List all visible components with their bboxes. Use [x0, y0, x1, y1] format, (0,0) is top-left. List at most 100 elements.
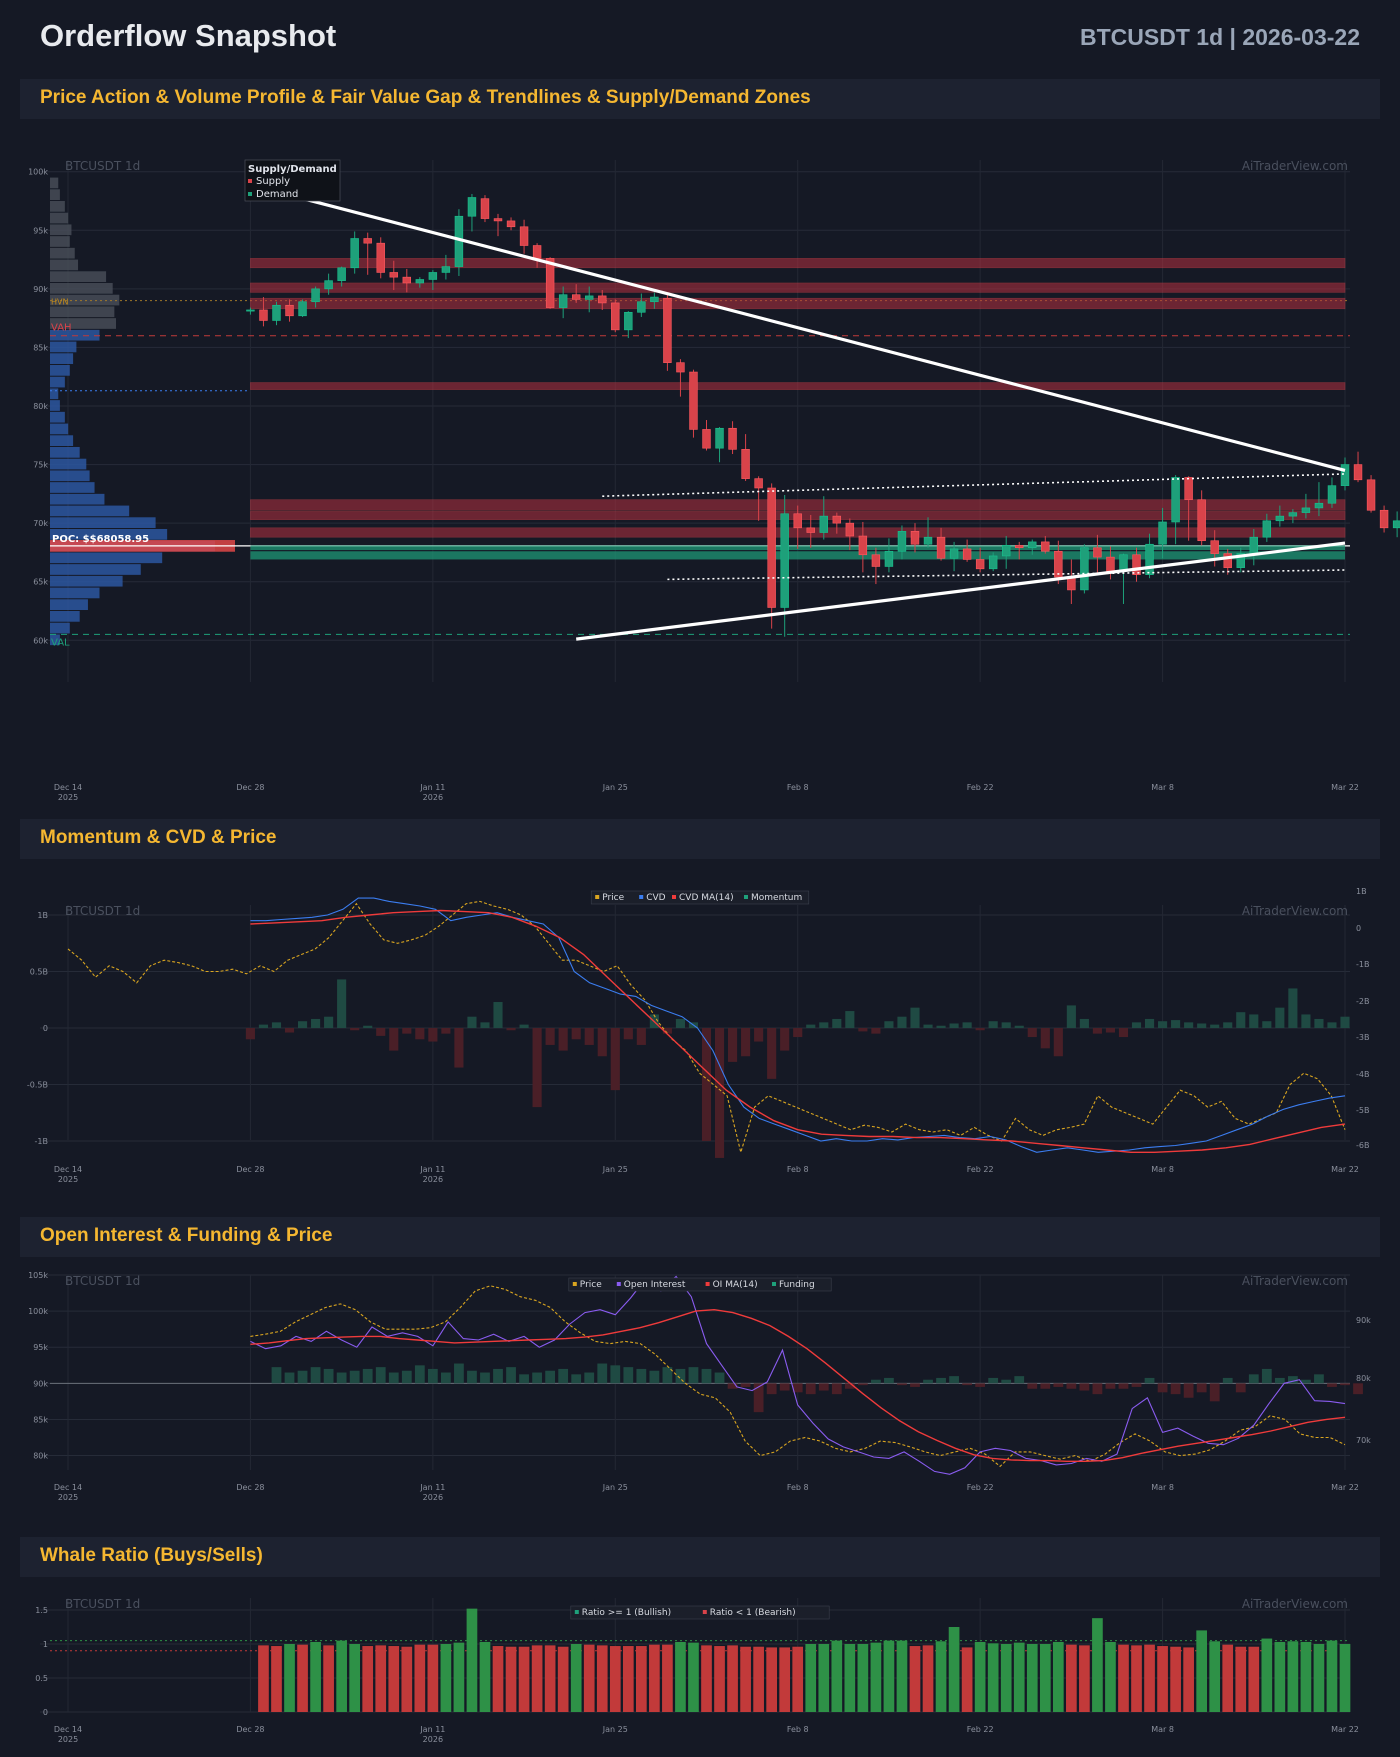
- candle-body: [754, 478, 763, 489]
- candle-body: [832, 515, 842, 524]
- candle-body: [337, 267, 346, 281]
- volume-profile-bar: [50, 341, 77, 353]
- candle-body: [1236, 553, 1245, 568]
- x-tick-label: Jan 25: [602, 1483, 628, 1492]
- funding-bar: [1027, 1383, 1038, 1389]
- candle-body: [1093, 547, 1102, 558]
- watermark-left: BTCUSDT 1d: [65, 904, 140, 918]
- funding-bar: [362, 1368, 373, 1384]
- whale-ratio-bar: [636, 1646, 647, 1712]
- whale-ratio-bar: [662, 1644, 673, 1712]
- funding-bar: [1235, 1383, 1246, 1393]
- x-tick-label: Dec 28: [236, 1483, 264, 1492]
- funding-bar: [675, 1368, 686, 1384]
- candle-body: [1171, 477, 1180, 523]
- momentum-bar: [1066, 1005, 1076, 1028]
- momentum-bar: [1171, 1020, 1181, 1028]
- momentum-bar: [923, 1024, 933, 1028]
- candle-body: [1028, 541, 1037, 549]
- momentum-bar: [532, 1028, 542, 1108]
- momentum-bar: [454, 1028, 464, 1068]
- candle-body: [793, 513, 802, 529]
- candle-body: [246, 309, 255, 312]
- funding-bar: [962, 1383, 972, 1386]
- momentum-bar: [1249, 1014, 1259, 1028]
- funding-bar: [1340, 1383, 1350, 1386]
- momentum-bar: [311, 1018, 321, 1028]
- funding-bar: [792, 1383, 803, 1393]
- y-tick-label: 0: [43, 1024, 48, 1033]
- hvn-label: HVN: [51, 298, 68, 307]
- sd-legend-demand: Demand: [256, 189, 298, 200]
- x-tick-label: Jan 11: [419, 783, 445, 792]
- x-tick-label: Feb 8: [787, 1165, 809, 1174]
- volume-profile-bar: [50, 224, 72, 236]
- val-label: VAL: [51, 637, 70, 648]
- funding-bar: [649, 1370, 660, 1384]
- candle-body: [728, 427, 737, 450]
- candle-body: [1288, 512, 1298, 517]
- volume-profile-bar: [50, 552, 163, 564]
- y2-tick-label: -6B: [1356, 1141, 1369, 1150]
- candle-body: [1106, 556, 1115, 572]
- funding-bar: [519, 1374, 529, 1384]
- candle-body: [272, 304, 281, 321]
- funding-bar: [271, 1367, 282, 1384]
- whale-ratio-bar: [870, 1642, 882, 1712]
- watermark-right: AiTraderView.com: [1242, 904, 1348, 918]
- whale-ratio-bar: [1300, 1641, 1312, 1712]
- candle-body: [1275, 515, 1285, 522]
- volume-profile-bar: [50, 529, 168, 540]
- whale-ratio-bar: [271, 1646, 282, 1712]
- volume-profile-bar: [50, 318, 116, 329]
- momentum-bar: [558, 1028, 568, 1051]
- funding-bar: [1301, 1379, 1311, 1384]
- momentum-bar: [1275, 1007, 1285, 1028]
- momentum-bar: [741, 1028, 751, 1057]
- whale-ratio-bar: [1039, 1644, 1051, 1712]
- candle-body: [767, 487, 776, 608]
- funding-bar: [753, 1383, 764, 1413]
- legend-swatch: [772, 1282, 776, 1286]
- momentum-bar: [245, 1028, 255, 1040]
- momentum-bar: [1118, 1028, 1129, 1038]
- x-tick-label: Feb 22: [967, 783, 994, 792]
- whale-ratio-bar: [1000, 1644, 1012, 1712]
- whale-ratio-bar: [427, 1644, 439, 1712]
- volume-profile-bar: [50, 470, 90, 482]
- oi-ma-line: [250, 1308, 1346, 1463]
- x-tick-label: Jan 25: [602, 783, 628, 792]
- funding-bar: [1079, 1383, 1090, 1391]
- whale-ratio-bar: [349, 1644, 361, 1712]
- funding-bar: [480, 1372, 490, 1384]
- funding-bar: [454, 1363, 464, 1384]
- x-tick-label: Jan 25: [602, 1165, 628, 1174]
- momentum-bar: [728, 1028, 738, 1062]
- whale-ratio-bar: [375, 1645, 387, 1712]
- funding-bar: [1014, 1376, 1025, 1384]
- funding-bar: [1287, 1376, 1298, 1384]
- x-tick-label: Dec 14: [54, 1165, 82, 1174]
- funding-bar: [323, 1368, 334, 1384]
- momentum-bar: [506, 1028, 516, 1031]
- y2-tick-label: -2B: [1356, 997, 1369, 1006]
- momentum-bar: [1053, 1028, 1063, 1057]
- candle-body: [598, 295, 607, 304]
- page-title: Orderflow Snapshot: [40, 18, 337, 53]
- legend-item: Price: [580, 1280, 602, 1290]
- candle-body: [871, 554, 881, 567]
- x-tick-sublabel: 2025: [58, 1735, 78, 1744]
- volume-profile-bar: [50, 236, 70, 247]
- watermark-left: BTCUSDT 1d: [65, 1597, 140, 1611]
- candle-body: [1145, 543, 1154, 575]
- x-tick-label: Feb 22: [967, 1725, 994, 1734]
- x-tick-label: Mar 8: [1151, 1725, 1174, 1734]
- header: Orderflow Snapshot BTCUSDT 1d | 2026-03-…: [0, 0, 1400, 75]
- funding-bar: [857, 1383, 868, 1386]
- funding-bar: [701, 1368, 712, 1384]
- volume-profile-bar: [50, 353, 74, 364]
- candle-body: [298, 301, 307, 317]
- candle-body: [845, 522, 855, 537]
- candle-body: [1340, 464, 1350, 486]
- volume-profile-bar: [50, 482, 95, 493]
